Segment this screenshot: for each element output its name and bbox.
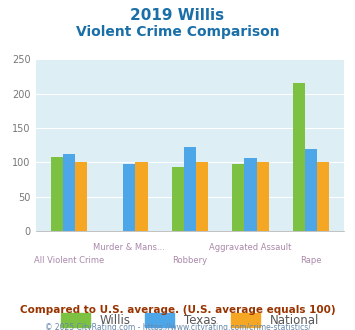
Bar — [305, 148, 317, 231]
Text: All Violent Crime: All Violent Crime — [34, 256, 104, 265]
Text: Robbery: Robbery — [173, 256, 207, 265]
Bar — [63, 154, 75, 231]
Text: Violent Crime Comparison: Violent Crime Comparison — [76, 25, 279, 39]
Bar — [196, 162, 208, 231]
Bar — [232, 164, 245, 231]
Text: Aggravated Assault: Aggravated Assault — [209, 243, 292, 251]
Text: Murder & Mans...: Murder & Mans... — [93, 243, 165, 251]
Text: 2019 Willis: 2019 Willis — [130, 8, 225, 23]
Bar — [293, 83, 305, 231]
Text: © 2025 CityRating.com - https://www.cityrating.com/crime-statistics/: © 2025 CityRating.com - https://www.city… — [45, 323, 310, 330]
Bar — [51, 157, 63, 231]
Bar — [184, 147, 196, 231]
Bar — [75, 162, 87, 231]
Bar — [172, 167, 184, 231]
Bar — [257, 162, 269, 231]
Text: Rape: Rape — [300, 256, 322, 265]
Legend: Willis, Texas, National: Willis, Texas, National — [56, 308, 324, 330]
Bar — [135, 162, 148, 231]
Bar — [123, 164, 135, 231]
Bar — [245, 158, 257, 231]
Text: Compared to U.S. average. (U.S. average equals 100): Compared to U.S. average. (U.S. average … — [20, 305, 335, 315]
Bar — [317, 162, 329, 231]
